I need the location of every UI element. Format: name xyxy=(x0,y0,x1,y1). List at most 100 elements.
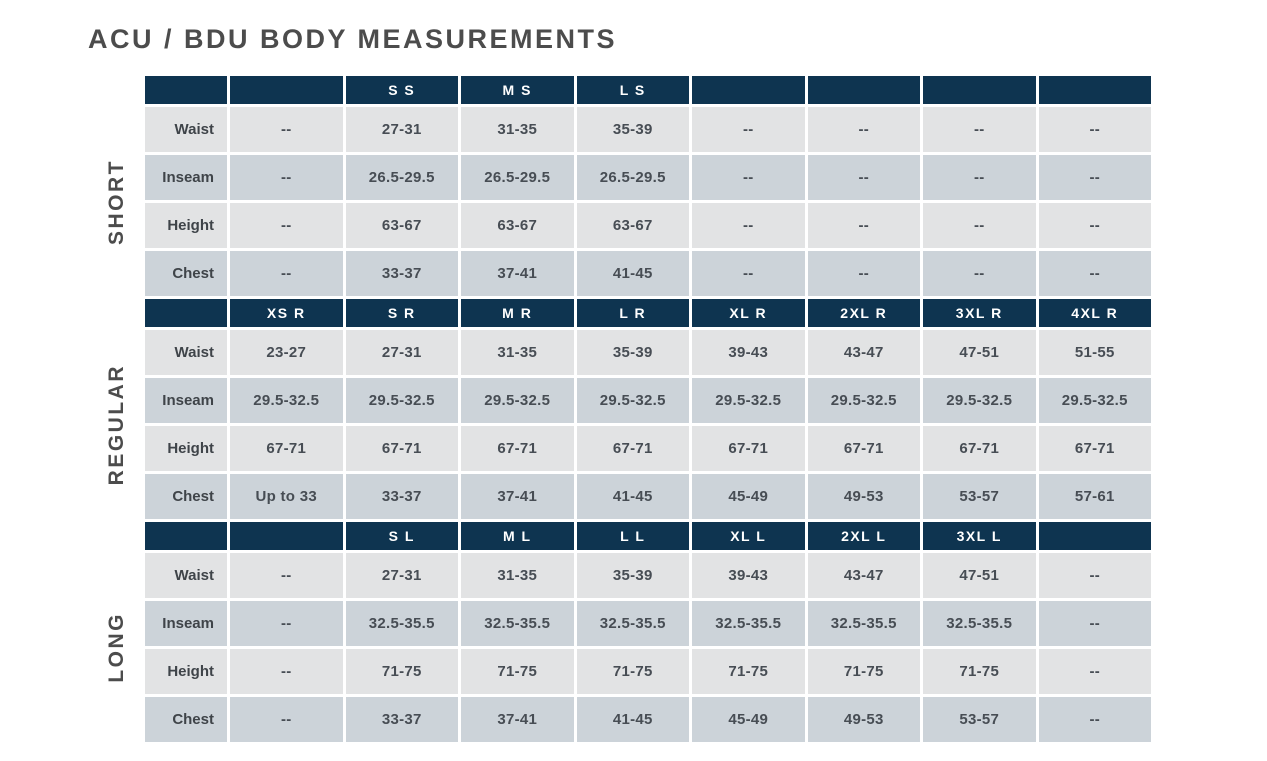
measurement-cell: 37-41 xyxy=(461,251,574,296)
size-header-empty xyxy=(692,76,805,104)
measurement-cell: 35-39 xyxy=(576,330,689,375)
measurement-cell: 39-43 xyxy=(692,553,805,598)
measurement-cell: 47-51 xyxy=(923,553,1036,598)
size-header-m-s: M S xyxy=(461,76,574,104)
measurement-cell: 35-39 xyxy=(576,107,689,152)
size-header-s-s: S S xyxy=(345,76,458,104)
size-header-l-r: L R xyxy=(576,299,689,327)
measurement-cell: -- xyxy=(923,107,1036,152)
measurement-cell: -- xyxy=(1038,155,1151,200)
measurement-cell: -- xyxy=(230,251,343,296)
row-label-height: Height xyxy=(145,426,227,471)
row-label-waist: Waist xyxy=(145,330,227,375)
size-header-xl-r: XL R xyxy=(692,299,805,327)
size-header-empty xyxy=(807,76,920,104)
measurement-cell: 29.5-32.5 xyxy=(461,378,574,423)
measurement-cell: 32.5-35.5 xyxy=(807,601,920,646)
size-header-l-l: L L xyxy=(576,522,689,550)
row-label-waist: Waist xyxy=(145,553,227,598)
measurement-cell: 31-35 xyxy=(461,107,574,152)
measurement-cell: -- xyxy=(807,155,920,200)
measurement-cell: -- xyxy=(1038,251,1151,296)
measurement-cell: 43-47 xyxy=(807,330,920,375)
row-label-inseam: Inseam xyxy=(145,155,227,200)
measurement-cell: 23-27 xyxy=(230,330,343,375)
measurement-cell: 29.5-32.5 xyxy=(230,378,343,423)
measurement-cell: -- xyxy=(1038,649,1151,694)
measurement-cell: -- xyxy=(230,203,343,248)
section-label-long: LONG xyxy=(88,553,145,742)
measurement-cell: 29.5-32.5 xyxy=(345,378,458,423)
measurement-cell: -- xyxy=(692,203,805,248)
measurement-cell: -- xyxy=(230,697,343,742)
measurement-cell: 53-57 xyxy=(923,697,1036,742)
measurement-cell: -- xyxy=(923,203,1036,248)
measurement-cell: 35-39 xyxy=(576,553,689,598)
measurement-cell: 67-71 xyxy=(461,426,574,471)
measurement-cell: 41-45 xyxy=(576,697,689,742)
measurement-cell: -- xyxy=(807,203,920,248)
measurement-cell: 71-75 xyxy=(461,649,574,694)
measurement-cell: 31-35 xyxy=(461,553,574,598)
measurement-cell: 33-37 xyxy=(345,251,458,296)
size-header-m-r: M R xyxy=(461,299,574,327)
measurement-cell: 32.5-35.5 xyxy=(461,601,574,646)
measurement-cell: 32.5-35.5 xyxy=(692,601,805,646)
measurement-cell: 26.5-29.5 xyxy=(576,155,689,200)
measurement-cell: 71-75 xyxy=(576,649,689,694)
measurement-cell: 71-75 xyxy=(345,649,458,694)
section-label-long-text: LONG xyxy=(104,612,128,683)
measurement-cell: 29.5-32.5 xyxy=(923,378,1036,423)
measurement-cell: 41-45 xyxy=(576,251,689,296)
measurement-cell: 71-75 xyxy=(692,649,805,694)
measurement-cell: 67-71 xyxy=(1038,426,1151,471)
measurement-cell: -- xyxy=(230,107,343,152)
measurement-cell: -- xyxy=(230,155,343,200)
size-header-2xl-l: 2XL L xyxy=(807,522,920,550)
measurement-cell: -- xyxy=(230,601,343,646)
size-header-s-l: S L xyxy=(345,522,458,550)
measurement-cell: -- xyxy=(692,107,805,152)
measurement-cell: 47-51 xyxy=(923,330,1036,375)
size-header-3xl-l: 3XL L xyxy=(923,522,1036,550)
measurement-cell: 29.5-32.5 xyxy=(1038,378,1151,423)
measurement-cell: 41-45 xyxy=(576,474,689,519)
measurement-cell: 63-67 xyxy=(461,203,574,248)
section-label-regular-text: REGULAR xyxy=(104,363,128,486)
measurement-cell: 37-41 xyxy=(461,697,574,742)
measurement-cell: 63-67 xyxy=(345,203,458,248)
measurement-cell: -- xyxy=(923,155,1036,200)
measurement-cell: 29.5-32.5 xyxy=(576,378,689,423)
page-title: ACU / BDU BODY MEASUREMENTS xyxy=(88,24,618,54)
measurement-cell: 33-37 xyxy=(345,697,458,742)
section-label-short: SHORT xyxy=(88,107,145,296)
measurement-cell: 51-55 xyxy=(1038,330,1151,375)
measurement-cell: -- xyxy=(1038,553,1151,598)
measurement-cell: 57-61 xyxy=(1038,474,1151,519)
measurement-cell: 27-31 xyxy=(345,330,458,375)
measurement-cell: -- xyxy=(1038,203,1151,248)
size-header-xs-r: XS R xyxy=(230,299,343,327)
measurement-cell: 45-49 xyxy=(692,697,805,742)
measurement-cell: -- xyxy=(1038,601,1151,646)
size-header-corner-regular xyxy=(145,299,227,327)
measurement-cell: 67-71 xyxy=(345,426,458,471)
measurement-cell: 71-75 xyxy=(923,649,1036,694)
measurement-cell: -- xyxy=(230,649,343,694)
size-header-s-r: S R xyxy=(345,299,458,327)
measurement-cell: 27-31 xyxy=(345,107,458,152)
measurement-cell: -- xyxy=(1038,697,1151,742)
measurement-cell: 67-71 xyxy=(923,426,1036,471)
measurement-cell: Up to 33 xyxy=(230,474,343,519)
row-label-inseam: Inseam xyxy=(145,601,227,646)
section-label-regular: REGULAR xyxy=(88,330,145,519)
measurement-cell: 32.5-35.5 xyxy=(345,601,458,646)
size-header-empty xyxy=(230,522,343,550)
size-header-2xl-r: 2XL R xyxy=(807,299,920,327)
measurement-cell: -- xyxy=(807,251,920,296)
measurement-cell: -- xyxy=(692,155,805,200)
size-header-l-s: L S xyxy=(576,76,689,104)
measurement-cell: 29.5-32.5 xyxy=(807,378,920,423)
